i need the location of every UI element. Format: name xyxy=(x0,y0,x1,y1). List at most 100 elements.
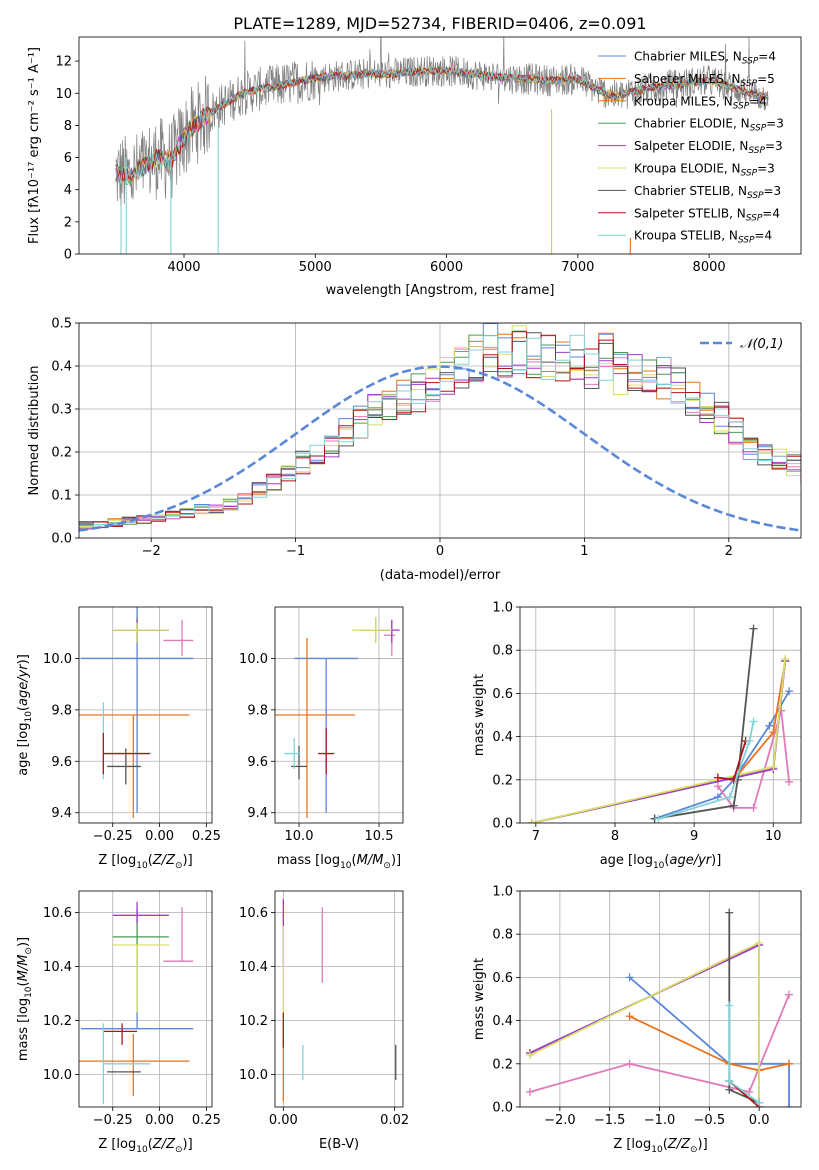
panel-spectrum: 4000 5000 6000 7000 8000 0 2 4 6 8 10 12 wavelength … xyxy=(27,36,802,298)
y-tick-label: 0.2 xyxy=(51,446,72,461)
y-tick-label: 0.5 xyxy=(51,317,72,332)
Z_vs_weight-plot-area xyxy=(520,891,801,1107)
weight-point-marker xyxy=(785,687,794,696)
y-tick-label: 12 xyxy=(55,55,72,70)
x-tick-label: −0.25 xyxy=(93,1113,133,1128)
weight-point-marker xyxy=(755,1098,764,1107)
y-tick-label: 10.6 xyxy=(239,906,268,921)
Z_vs_mass-plot-area xyxy=(79,891,212,1107)
axes-frame xyxy=(274,890,404,1108)
model-spectrum-line xyxy=(115,65,769,186)
y-tick-label: 0 xyxy=(64,248,72,263)
x-tick-label: 10.0 xyxy=(285,829,314,844)
y-tick-label: 0.4 xyxy=(492,730,513,745)
normal-distribution-curve xyxy=(79,365,801,532)
y-tick-label: 0.4 xyxy=(51,360,72,375)
x-tick-label: 10.5 xyxy=(365,829,394,844)
axes-frame xyxy=(78,606,213,824)
residual-histogram-step xyxy=(79,325,801,528)
x-tick-label: −2.0 xyxy=(544,1113,576,1128)
legend-entry: Salpeter MILES, NSSP=5 xyxy=(634,72,775,89)
weight-point-marker xyxy=(785,1103,794,1107)
weight-point-marker xyxy=(785,990,794,999)
weight-point-marker xyxy=(625,973,634,982)
errorbar-point xyxy=(163,907,194,962)
y-tick-label: 0.1 xyxy=(51,489,72,504)
y-tick-label: 9.4 xyxy=(247,806,268,821)
errorbar-point xyxy=(379,619,400,643)
x-tick-label: 4000 xyxy=(167,260,200,275)
x-axis-label: mass [log10(M/M⊙)] xyxy=(277,853,401,871)
axes-frame xyxy=(519,606,802,824)
x-tick-label: 7 xyxy=(532,829,540,844)
y-tick-label: 1.0 xyxy=(492,601,513,616)
x-tick-label: 8 xyxy=(611,829,619,844)
weight-point-marker xyxy=(725,908,734,917)
x-tick-label: 0.00 xyxy=(269,1113,298,1128)
weight-point-marker xyxy=(785,1059,794,1068)
x-tick-label: 0.00 xyxy=(145,1113,174,1128)
residual-histogram-step xyxy=(79,323,801,529)
y-tick-label: 10.0 xyxy=(43,652,72,667)
axes-frame xyxy=(78,322,802,539)
x-tick-label: 6000 xyxy=(430,260,463,275)
y-tick-label: 10.0 xyxy=(239,652,268,667)
y-tick-label: 0.8 xyxy=(492,928,513,943)
axes-frame xyxy=(519,890,802,1108)
weight-series-line xyxy=(654,628,755,820)
axes-frame xyxy=(78,36,802,255)
x-tick-label: 2 xyxy=(725,544,733,559)
weight-point-marker xyxy=(625,1059,634,1068)
x-axis-label: Z [log10(Z/Z⊙)] xyxy=(98,853,192,871)
x-tick-label: 9 xyxy=(690,829,698,844)
y-tick-label: 10.0 xyxy=(239,1068,268,1083)
residual-histogram-step xyxy=(79,335,801,526)
y-tick-label: 0.0 xyxy=(51,532,72,547)
x-axis-label: Z [log10(Z/Z⊙)] xyxy=(613,1137,707,1155)
errorbar-point xyxy=(291,745,307,780)
EBV_vs_mass-plot-area xyxy=(275,891,403,1107)
errorbar-point xyxy=(383,619,395,656)
weight-point-marker xyxy=(725,1077,734,1086)
chart-layer: 4000 5000 6000 7000 8000024681012wavelength … xyxy=(16,36,802,1155)
residual-histogram-step xyxy=(79,330,801,528)
panel-Z_vs_mass: −0.25 0.00 0.25 10.0 10.2 10.4 10.6 Z [log10(Z/… xyxy=(16,890,221,1155)
residual-histogram-step xyxy=(79,331,801,527)
y-tick-label: 0.3 xyxy=(51,403,72,418)
x-tick-label: 0 xyxy=(436,544,444,559)
x-tick-label: 0.0 xyxy=(749,1113,770,1128)
panel-Z_vs_weight: −2.0 −1.5 −1.0 −0.5 0.0 0.0 0.2 0.4 0.6 0.8 1.0 Z [… xyxy=(472,885,802,1155)
residual-histogram-step xyxy=(79,332,801,529)
weight-point-marker xyxy=(725,1085,734,1094)
weight-series-line xyxy=(629,1015,790,1072)
y-tick-label: 10.4 xyxy=(239,960,268,975)
x-tick-label: −0.5 xyxy=(694,1113,726,1128)
x-tick-label: 10 xyxy=(765,829,782,844)
y-tick-label: 9.6 xyxy=(247,755,268,770)
x-tick-label: 0.02 xyxy=(380,1113,409,1128)
errorbar-point xyxy=(112,944,169,1013)
x-tick-label: 8000 xyxy=(693,260,726,275)
y-axis-label: mass [log10(M/M⊙)] xyxy=(16,937,34,1061)
weight-series-line xyxy=(529,994,790,1093)
errorbar-point xyxy=(112,619,169,643)
errorbar-point xyxy=(112,622,169,643)
panel-mass_vs_age: 10.0 10.5 9.4 9.6 9.8 10.0 mass [log10(M/M⊙)] xyxy=(239,606,404,871)
legend-entry: 𝒩(0,1) xyxy=(740,337,783,352)
weight-point-marker xyxy=(625,1012,634,1021)
residual-histogram-step xyxy=(79,334,801,529)
legend-entry: Salpeter STELIB, NSSP=4 xyxy=(634,206,780,223)
y-axis-label: mass weight xyxy=(472,674,487,756)
y-tick-label: 0.0 xyxy=(492,817,513,832)
x-tick-label: 0.25 xyxy=(192,829,221,844)
spectrum-plot-area xyxy=(115,37,769,254)
y-tick-label: 6 xyxy=(64,151,72,166)
residuals-plot-area xyxy=(79,323,801,538)
x-tick-label: 1 xyxy=(580,544,588,559)
x-tick-label: −0.25 xyxy=(93,829,133,844)
panel-age_vs_weight: 7 8 9 10 0.0 0.2 0.4 0.6 0.8 1.0 age [log10(age/yr… xyxy=(472,601,802,871)
y-axis-label: age [log10(age/yr)] xyxy=(16,654,34,776)
errorbar-point xyxy=(112,901,169,924)
errorbar-point xyxy=(107,748,141,785)
